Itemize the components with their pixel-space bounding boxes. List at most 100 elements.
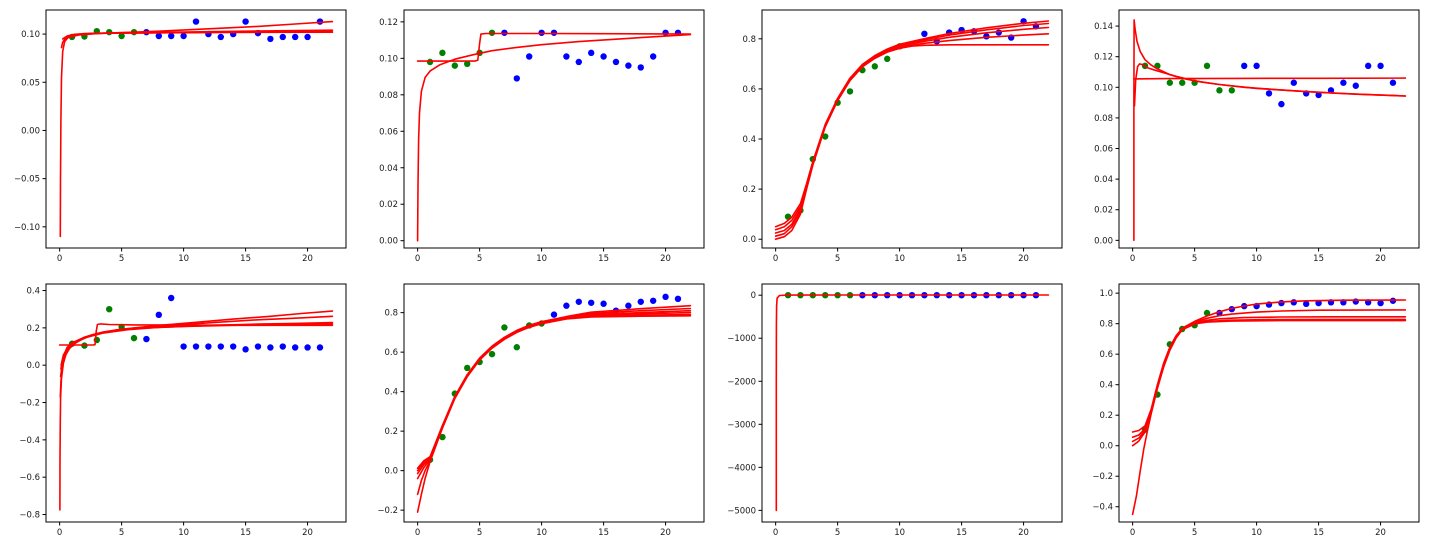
x-tick-label: 0: [1130, 528, 1135, 538]
test-point: [229, 342, 237, 350]
test-point: [1290, 79, 1298, 86]
train-point: [1179, 79, 1186, 86]
axes-frame: [761, 9, 1062, 249]
x-tick-label: 10: [536, 528, 547, 538]
train-points: [68, 305, 138, 349]
test-point: [1278, 100, 1285, 108]
y-tick-label: 0.00: [1094, 236, 1113, 246]
axes-frame: [403, 9, 705, 249]
chart-svg: 0 5 10 15 20 1.0 0.8 0.6 0.4 0.2 0.0 −0.2 −0.4: [1093, 283, 1420, 538]
fit-curve: [60, 321, 334, 366]
y-tick-label: −0.4: [19, 435, 40, 445]
fit-curve: [774, 22, 1049, 231]
train-point: [426, 58, 433, 66]
test-point: [624, 62, 632, 69]
test-point: [1377, 62, 1385, 70]
test-point: [587, 299, 595, 306]
x-tick-label: 0: [57, 528, 62, 538]
train-point: [463, 364, 471, 371]
y-tick-label: 0.6: [1100, 350, 1114, 360]
test-point: [254, 342, 262, 350]
x-tick-label: 20: [660, 254, 671, 264]
chart-svg: 0 5 10 15 20 0.12 0.10 0.08 0.06 0.04 0.02 0.00: [379, 9, 705, 264]
test-point: [316, 343, 324, 351]
y-tick-label: 0.10: [379, 54, 398, 64]
fit-curve: [416, 32, 691, 62]
y-tick-label: −0.10: [14, 223, 40, 233]
y-tick-label: −3000: [727, 420, 756, 430]
x-tick-label: 15: [240, 254, 251, 264]
test-point: [1266, 90, 1273, 97]
y-tick-label: 0.06: [1094, 145, 1113, 155]
x-tick-label: 20: [1375, 254, 1386, 264]
axes-frame: [1118, 9, 1420, 249]
train-point: [106, 305, 113, 312]
chart-svg: 0 5 10 15 20 0.8 0.6 0.4 0.2 0.0: [742, 9, 1062, 264]
x-tick-label: 5: [1192, 254, 1197, 264]
y-tick-label: 0.0: [384, 466, 398, 476]
x-tick-label: 0: [415, 254, 420, 264]
x-tick-label: 0: [772, 528, 777, 538]
train-point: [488, 350, 495, 357]
y-tick-label: 0.08: [1094, 114, 1113, 124]
test-point: [649, 297, 657, 304]
train-point: [463, 60, 471, 68]
test-point: [1352, 297, 1360, 305]
test-point: [192, 342, 200, 350]
test-point: [242, 345, 249, 353]
y-tick-label: 0.8: [1100, 319, 1114, 329]
x-tick-label: 0: [415, 528, 420, 538]
test-point: [267, 343, 274, 351]
axes-frame: [1118, 283, 1420, 522]
test-point: [1315, 299, 1323, 306]
fit-curves: [416, 32, 691, 242]
train-point: [1204, 309, 1211, 316]
test-point: [1303, 300, 1310, 307]
x-tick-label: 5: [477, 254, 482, 264]
test-point: [575, 298, 582, 305]
test-point: [575, 58, 582, 66]
y-tick-label: −5000: [727, 506, 756, 516]
test-point: [1315, 91, 1323, 99]
fit-curve: [60, 309, 334, 370]
x-tick-label: 10: [1251, 528, 1262, 538]
fit-curve: [416, 313, 691, 495]
x-tick-label: 15: [1313, 254, 1324, 264]
fit-curves: [775, 293, 1049, 511]
train-point: [1204, 62, 1211, 70]
fit-curve: [1132, 319, 1407, 515]
test-point: [279, 33, 286, 41]
chart-svg: 0 5 10 15 20 0.10 0.05 0.00 −0.05 −0.10: [14, 9, 347, 264]
y-tick-label: 0.12: [1094, 53, 1113, 63]
subplot-8: 0 5 10 15 20 1.0 0.8 0.6 0.4 0.2 0.0 −0.2 −0.4: [1073, 274, 1431, 547]
fit-curves: [1133, 19, 1407, 242]
train-point: [118, 32, 125, 40]
x-tick-label: 0: [772, 254, 777, 264]
x-tick-label: 0: [57, 254, 62, 264]
train-point: [513, 343, 520, 350]
x-tick-label: 5: [1192, 528, 1197, 538]
train-point: [451, 62, 458, 69]
axes-frame: [45, 283, 347, 522]
y-tick-label: 0.10: [1094, 83, 1113, 93]
y-tick-label: 1.0: [1100, 289, 1114, 299]
y-tick-label: −0.8: [19, 510, 40, 520]
y-tick-label: 0.0: [742, 235, 756, 245]
test-point: [242, 18, 249, 25]
subplot-4: 0 5 10 15 20 0.14 0.12 0.10 0.08 0.06 0.04 0.02 0.00: [1073, 0, 1431, 274]
test-point: [662, 29, 669, 36]
y-tick-label: 0.08: [379, 91, 398, 101]
fit-curve: [59, 31, 334, 238]
y-tick-label: 0.12: [379, 18, 398, 28]
test-point: [513, 75, 520, 82]
train-point: [1166, 79, 1174, 86]
fit-curve: [1132, 315, 1407, 442]
test-point: [1253, 62, 1261, 70]
y-tick-label: 0.8: [742, 35, 756, 45]
subplot-5: 0 5 10 15 20 0.4 0.2 0.0 −0.2 −0.4 −0.6 −0.8: [0, 274, 358, 547]
y-tick-label: 0.4: [1100, 380, 1114, 390]
fit-curves: [416, 304, 691, 513]
test-point: [192, 18, 200, 25]
y-tick-label: 0.0: [26, 361, 40, 371]
test-point: [612, 58, 619, 66]
